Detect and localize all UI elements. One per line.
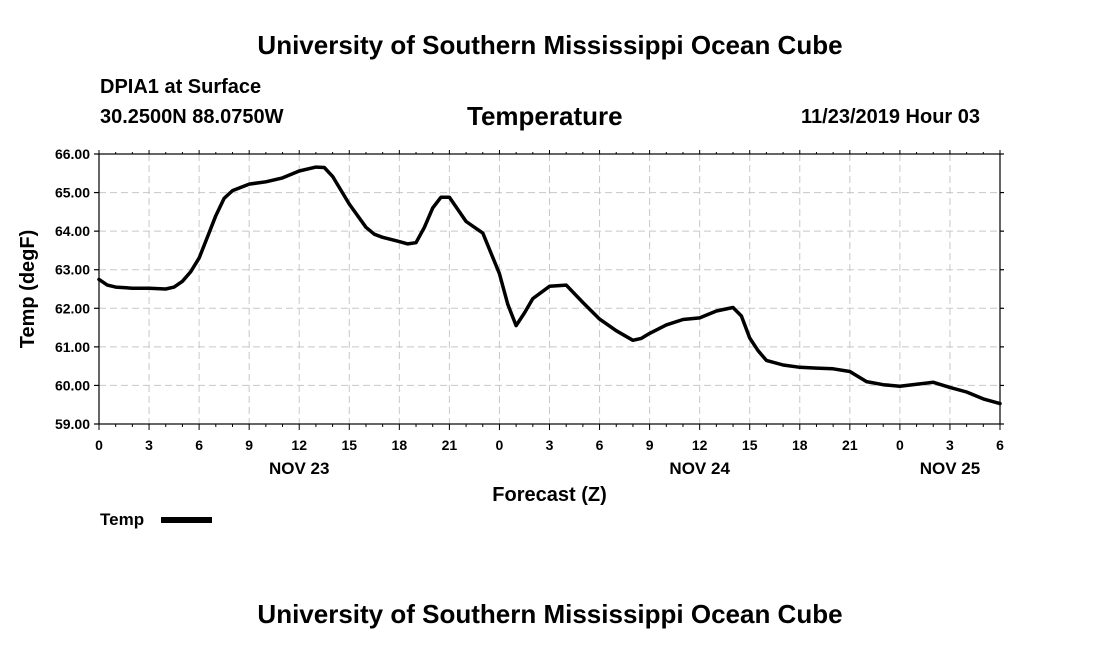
- x-tick-label: 0: [896, 437, 904, 453]
- x-tick-label: 15: [742, 437, 758, 453]
- y-tick-label: 65.00: [55, 185, 90, 201]
- x-tick-label: 9: [245, 437, 253, 453]
- x-tick-label: 9: [646, 437, 654, 453]
- x-tick-label: 18: [392, 437, 408, 453]
- y-tick-label: 64.00: [55, 223, 90, 239]
- x-tick-label: 3: [546, 437, 554, 453]
- x-tick-label: 12: [291, 437, 307, 453]
- page-title-top: University of Southern Mississippi Ocean…: [257, 30, 843, 60]
- x-tick-label: 0: [95, 437, 103, 453]
- series-line-temp: [97, 165, 1002, 406]
- x-tick-label: 6: [996, 437, 1004, 453]
- y-tick-label: 59.00: [55, 416, 90, 432]
- y-tick-label: 61.00: [55, 339, 90, 355]
- y-tick-label: 63.00: [55, 262, 90, 278]
- x-day-label: NOV 24: [669, 459, 730, 478]
- y-tick-label: 60.00: [55, 377, 90, 393]
- x-tick-label: 0: [496, 437, 504, 453]
- x-tick-label: 15: [341, 437, 357, 453]
- legend-label: Temp: [100, 510, 144, 529]
- y-axis-label: Temp (degF): [17, 230, 39, 349]
- x-tick-label: 18: [792, 437, 808, 453]
- x-day-label: NOV 23: [269, 459, 329, 478]
- x-day-label: NOV 25: [920, 459, 980, 478]
- x-tick-label: 21: [842, 437, 858, 453]
- run-time: 11/23/2019 Hour 03: [801, 106, 981, 128]
- x-tick-label: 3: [946, 437, 954, 453]
- y-tick-label: 62.00: [55, 300, 90, 316]
- x-axis-label: Forecast (Z): [492, 484, 606, 506]
- x-tick-label: 12: [692, 437, 708, 453]
- x-tick-label: 3: [145, 437, 153, 453]
- station-name: DPIA1 at Surface: [100, 76, 262, 98]
- x-tick-label: 21: [442, 437, 458, 453]
- y-tick-label: 66.00: [55, 146, 90, 162]
- x-tick-label: 6: [596, 437, 604, 453]
- station-location: 30.2500N 88.0750W: [100, 106, 284, 128]
- x-tick-label: 6: [195, 437, 203, 453]
- page-title-bottom: University of Southern Mississippi Ocean…: [257, 599, 843, 629]
- chart-title: Temperature: [467, 101, 623, 131]
